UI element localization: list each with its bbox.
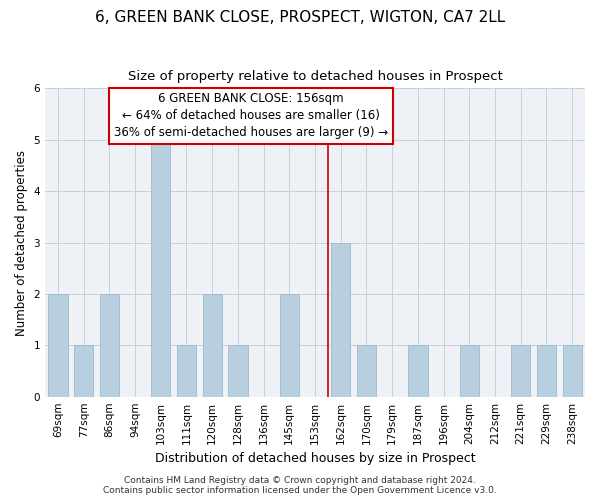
Bar [151,140,170,396]
Bar [203,294,222,396]
Bar [357,346,376,397]
Title: Size of property relative to detached houses in Prospect: Size of property relative to detached ho… [128,70,502,83]
Bar [331,242,350,396]
Bar [177,346,196,397]
Y-axis label: Number of detached properties: Number of detached properties [15,150,28,336]
Bar [48,294,68,396]
Bar [563,346,582,397]
Bar [100,294,119,396]
Text: 6, GREEN BANK CLOSE, PROSPECT, WIGTON, CA7 2LL: 6, GREEN BANK CLOSE, PROSPECT, WIGTON, C… [95,10,505,25]
X-axis label: Distribution of detached houses by size in Prospect: Distribution of detached houses by size … [155,452,475,465]
Bar [537,346,556,397]
Bar [511,346,530,397]
Bar [74,346,93,397]
Text: 6 GREEN BANK CLOSE: 156sqm
← 64% of detached houses are smaller (16)
36% of semi: 6 GREEN BANK CLOSE: 156sqm ← 64% of deta… [113,92,388,140]
Bar [460,346,479,397]
Bar [280,294,299,396]
Text: Contains HM Land Registry data © Crown copyright and database right 2024.
Contai: Contains HM Land Registry data © Crown c… [103,476,497,495]
Bar [228,346,248,397]
Bar [408,346,428,397]
